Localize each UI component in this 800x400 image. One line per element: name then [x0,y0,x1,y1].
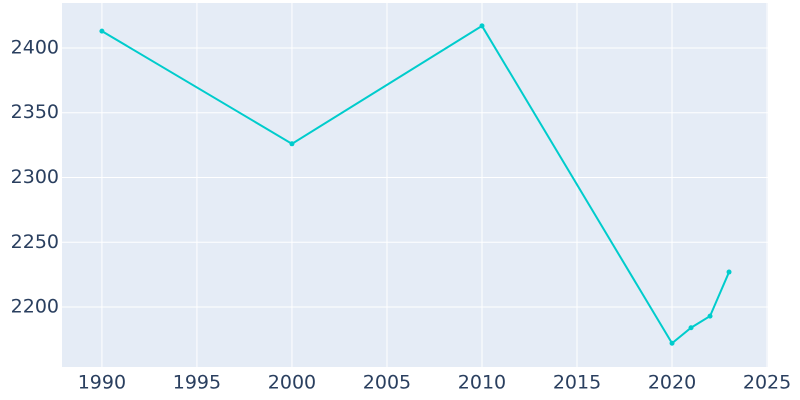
y-tick-label: 2250 [11,231,59,253]
data-point [289,141,295,147]
x-tick-label: 2020 [648,372,696,394]
x-tick-label: 2005 [363,372,411,394]
x-tick-label: 2015 [553,372,601,394]
x-tick-label: 2025 [743,372,791,394]
plot-area [62,3,768,367]
data-point [99,28,105,34]
data-point [479,23,485,29]
data-point [707,313,713,319]
x-tick-label: 1990 [78,372,126,394]
y-tick-label: 2300 [11,166,59,188]
y-tick-label: 2400 [11,36,59,58]
y-tick-label: 2200 [11,296,59,318]
x-tick-label: 2010 [458,372,506,394]
data-point [669,340,675,346]
y-tick-label: 2350 [11,101,59,123]
data-point [688,325,694,331]
data-point [726,269,732,275]
x-tick-label: 2000 [268,372,316,394]
x-tick-label: 1995 [173,372,221,394]
